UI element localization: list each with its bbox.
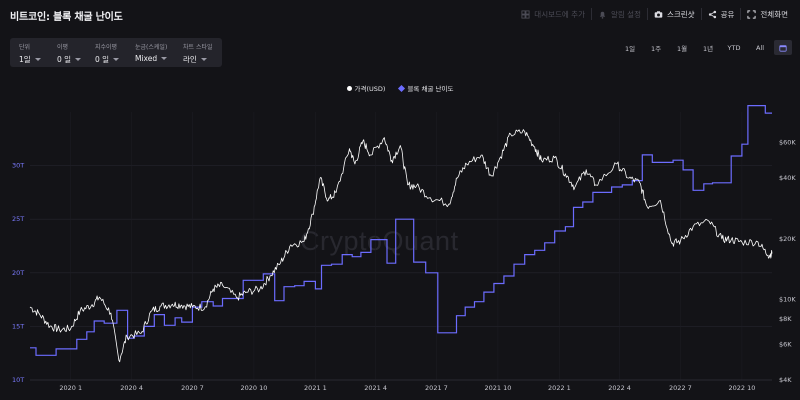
interval-label: 단위 [19, 44, 31, 51]
action-separator [740, 8, 742, 20]
style-select[interactable]: 차트 스타일 라인 [174, 38, 220, 67]
page-title: 비트코인: 블록 채굴 난이도 [10, 12, 123, 23]
chevron-down-icon [161, 57, 168, 60]
range-1w-button[interactable]: 1주 [650, 44, 662, 53]
share-label: 공유 [720, 9, 735, 19]
range-selector: 1일 1주 1월 1년 YTD All [618, 40, 792, 55]
scale-label: 눈금(스케일) [135, 44, 168, 51]
interval-value: 1일 [19, 55, 31, 64]
y-left-tick-label: 15T [12, 322, 24, 330]
ma-value: 0 일 [57, 55, 72, 64]
action-separator [700, 8, 702, 20]
add-to-dashboard-label: 대시보드에 추가 [534, 9, 585, 19]
share-button[interactable]: 공유 [702, 7, 741, 21]
header-actions: 대시보드에 추가 알림 설정 스크린샷 공유 전체화면 [515, 7, 794, 21]
y-left-tick-label: 20T [12, 269, 24, 277]
x-tick-label: 2021 1 [304, 384, 327, 392]
legend-price[interactable]: 가격(USD) [346, 83, 386, 93]
watermark: CryptoQuant [300, 226, 459, 256]
range-1y-button[interactable]: 1년 [702, 44, 714, 53]
alert-settings-button[interactable]: 알림 설정 [592, 7, 647, 21]
legend-difficulty[interactable]: 블록 채굴 난이도 [398, 83, 454, 93]
calendar-icon [779, 44, 787, 52]
legend-difficulty-label: 블록 채굴 난이도 [407, 85, 454, 93]
scale-select[interactable]: 눈금(스케일) Mixed [126, 38, 174, 67]
range-ytd-button[interactable]: YTD [727, 43, 741, 52]
legend-price-marker [346, 85, 352, 91]
ma-label: 이평 [57, 44, 69, 51]
x-tick-label: 2022 1 [548, 384, 571, 392]
style-value: 라인 [183, 55, 197, 64]
price-series-line [29, 129, 773, 363]
x-tick-label: 2020 7 [181, 384, 204, 392]
screenshot-label: 스크린샷 [666, 9, 695, 19]
y-left-tick-label: 10T [12, 376, 24, 384]
calendar-button[interactable] [774, 40, 792, 55]
y-right-tick-label: $4K [779, 376, 792, 384]
x-tick-label: 2022 10 [728, 384, 755, 392]
scale-value: Mixed [135, 54, 158, 63]
chevron-down-icon [113, 58, 120, 61]
chart-legend: 가격(USD) 블록 채굴 난이도 [0, 83, 800, 93]
x-tick-label: 2021 10 [484, 384, 511, 392]
header-bar: 비트코인: 블록 채굴 난이도 대시보드에 추가 알림 설정 스크린샷 공유 전… [0, 0, 800, 30]
y-right-tick-label: $20K [779, 235, 796, 243]
fullscreen-label: 전체화면 [760, 9, 788, 19]
range-1m-button[interactable]: 1월 [676, 44, 688, 53]
fullscreen-button[interactable]: 전체화면 [741, 7, 794, 21]
y-right-tick-label: $10K [779, 296, 796, 304]
x-tick-label: 2022 7 [669, 384, 692, 392]
x-tick-label: 2020 4 [120, 384, 143, 392]
screenshot-button[interactable]: 스크린샷 [648, 7, 701, 21]
x-tick-label: 2021 4 [364, 384, 387, 392]
dashboard-icon [521, 9, 530, 19]
ma-select[interactable]: 이평 0 일 [48, 38, 86, 67]
camera-icon [654, 10, 663, 18]
style-label: 차트 스타일 [183, 44, 213, 51]
chevron-down-icon [200, 58, 207, 61]
chevron-down-icon [75, 58, 82, 61]
range-1d-button[interactable]: 1일 [624, 44, 636, 53]
action-separator [646, 8, 648, 20]
ema-label: 지수이평 [95, 44, 118, 51]
y-left-tick-label: 30T [12, 162, 24, 170]
ema-select[interactable]: 지수이평 0 일 [86, 38, 126, 67]
action-separator [590, 8, 592, 20]
chevron-down-icon [34, 58, 41, 61]
difficulty-series-line [30, 105, 772, 356]
chart-controls: 단위 1일 이평 0 일 지수이평 0 일 눈금(스케일) Mixed 차트 스… [10, 38, 222, 67]
x-tick-label: 2020 10 [240, 384, 267, 392]
x-tick-label: 2020 1 [59, 384, 82, 392]
y-right-tick-label: $8K [779, 315, 792, 323]
legend-price-label: 가격(USD) [354, 85, 386, 93]
alert-settings-label: 알림 설정 [610, 9, 641, 19]
interval-select[interactable]: 단위 1일 [10, 38, 48, 67]
share-icon [708, 10, 716, 18]
y-right-tick-label: $40K [779, 174, 796, 182]
range-all-button[interactable]: All [755, 43, 765, 52]
fullscreen-icon [747, 9, 756, 19]
bell-icon [599, 11, 606, 19]
y-left-tick-label: 25T [12, 215, 24, 223]
add-to-dashboard-button[interactable]: 대시보드에 추가 [515, 7, 591, 21]
x-tick-label: 2021 7 [425, 384, 448, 392]
ema-value: 0 일 [95, 55, 110, 64]
x-tick-label: 2022 4 [608, 384, 631, 392]
y-right-tick-label: $6K [779, 340, 792, 348]
y-right-tick-label: $60K [779, 139, 796, 147]
